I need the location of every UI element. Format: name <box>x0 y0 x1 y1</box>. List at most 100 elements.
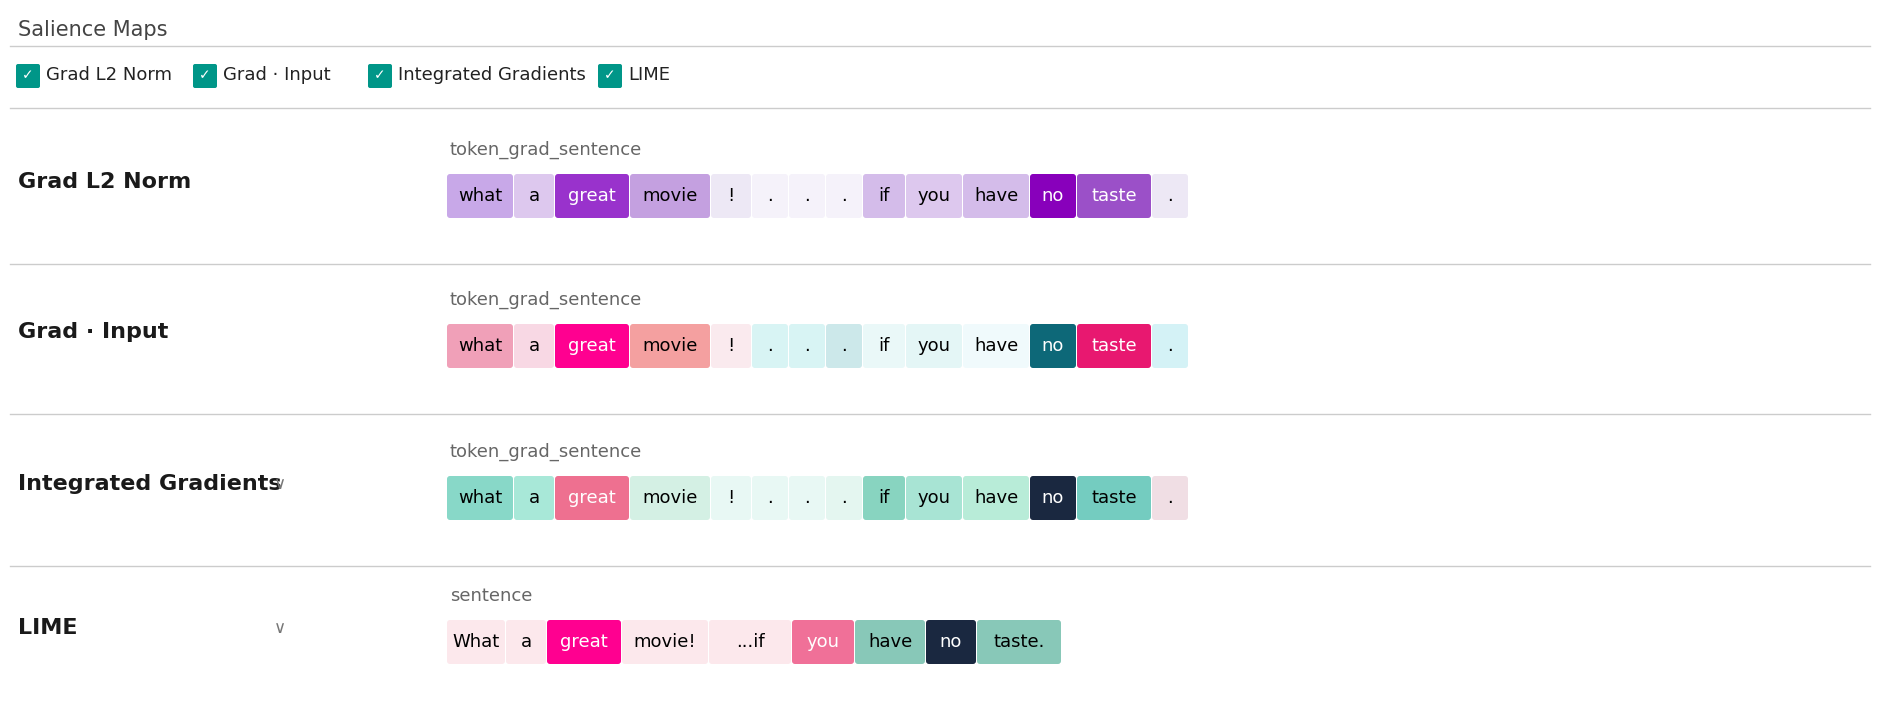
Text: taste: taste <box>1090 337 1137 355</box>
FancyBboxPatch shape <box>1152 174 1188 218</box>
Text: what: what <box>459 337 502 355</box>
Text: ∨: ∨ <box>274 475 286 493</box>
Text: .: . <box>805 337 810 355</box>
Text: taste: taste <box>1090 489 1137 507</box>
FancyBboxPatch shape <box>17 64 39 88</box>
FancyBboxPatch shape <box>906 324 963 368</box>
Text: you: you <box>807 633 840 651</box>
FancyBboxPatch shape <box>709 620 791 664</box>
FancyBboxPatch shape <box>863 476 904 520</box>
Text: Grad L2 Norm: Grad L2 Norm <box>45 66 171 84</box>
FancyBboxPatch shape <box>752 476 788 520</box>
Text: !: ! <box>728 489 735 507</box>
Text: no: no <box>1042 337 1064 355</box>
Text: .: . <box>805 489 810 507</box>
Text: ✓: ✓ <box>23 68 34 82</box>
FancyBboxPatch shape <box>927 620 976 664</box>
FancyBboxPatch shape <box>368 64 393 88</box>
Text: you: you <box>917 489 951 507</box>
Text: .: . <box>767 187 773 205</box>
FancyBboxPatch shape <box>752 324 788 368</box>
Text: no: no <box>940 633 963 651</box>
FancyBboxPatch shape <box>506 620 545 664</box>
Text: great: great <box>568 337 617 355</box>
Text: great: great <box>560 633 607 651</box>
FancyBboxPatch shape <box>555 476 630 520</box>
FancyBboxPatch shape <box>1030 476 1075 520</box>
Text: a: a <box>528 337 540 355</box>
FancyBboxPatch shape <box>790 174 825 218</box>
FancyBboxPatch shape <box>447 174 513 218</box>
Text: a: a <box>528 187 540 205</box>
Text: LIME: LIME <box>628 66 669 84</box>
Text: if: if <box>878 489 889 507</box>
Text: .: . <box>767 337 773 355</box>
FancyBboxPatch shape <box>825 476 863 520</box>
FancyBboxPatch shape <box>630 476 711 520</box>
Text: ✓: ✓ <box>374 68 385 82</box>
FancyBboxPatch shape <box>752 174 788 218</box>
Text: you: you <box>917 337 951 355</box>
FancyBboxPatch shape <box>513 324 555 368</box>
FancyBboxPatch shape <box>555 174 630 218</box>
Text: .: . <box>1167 337 1173 355</box>
Text: what: what <box>459 489 502 507</box>
Text: sentence: sentence <box>449 587 532 605</box>
FancyBboxPatch shape <box>790 324 825 368</box>
Text: .: . <box>805 187 810 205</box>
FancyBboxPatch shape <box>1077 174 1151 218</box>
FancyBboxPatch shape <box>630 174 711 218</box>
Text: what: what <box>459 187 502 205</box>
FancyBboxPatch shape <box>711 476 750 520</box>
FancyBboxPatch shape <box>1152 476 1188 520</box>
Text: taste.: taste. <box>993 633 1045 651</box>
FancyBboxPatch shape <box>906 174 963 218</box>
FancyBboxPatch shape <box>447 324 513 368</box>
FancyBboxPatch shape <box>963 476 1028 520</box>
Text: taste: taste <box>1090 187 1137 205</box>
Text: token_grad_sentence: token_grad_sentence <box>449 141 643 159</box>
Text: great: great <box>568 187 617 205</box>
FancyBboxPatch shape <box>1077 324 1151 368</box>
FancyBboxPatch shape <box>622 620 709 664</box>
Text: a: a <box>528 489 540 507</box>
FancyBboxPatch shape <box>978 620 1060 664</box>
FancyBboxPatch shape <box>513 476 555 520</box>
Text: LIME: LIME <box>19 618 77 638</box>
FancyBboxPatch shape <box>1030 324 1075 368</box>
FancyBboxPatch shape <box>1152 324 1188 368</box>
Text: .: . <box>840 337 846 355</box>
FancyBboxPatch shape <box>825 324 863 368</box>
FancyBboxPatch shape <box>790 476 825 520</box>
FancyBboxPatch shape <box>598 64 622 88</box>
Text: Integrated Gradients: Integrated Gradients <box>399 66 587 84</box>
Text: movie: movie <box>643 187 697 205</box>
Text: if: if <box>878 187 889 205</box>
FancyBboxPatch shape <box>825 174 863 218</box>
FancyBboxPatch shape <box>863 174 904 218</box>
Text: movie!: movie! <box>634 633 696 651</box>
FancyBboxPatch shape <box>963 324 1028 368</box>
FancyBboxPatch shape <box>906 476 963 520</box>
Text: token_grad_sentence: token_grad_sentence <box>449 291 643 309</box>
FancyBboxPatch shape <box>547 620 620 664</box>
FancyBboxPatch shape <box>711 174 750 218</box>
Text: What: What <box>453 633 500 651</box>
FancyBboxPatch shape <box>447 476 513 520</box>
Text: ...if: ...if <box>735 633 765 651</box>
FancyBboxPatch shape <box>1077 476 1151 520</box>
FancyBboxPatch shape <box>791 620 854 664</box>
FancyBboxPatch shape <box>963 174 1028 218</box>
FancyBboxPatch shape <box>711 324 750 368</box>
Text: great: great <box>568 489 617 507</box>
Text: have: have <box>974 489 1019 507</box>
Text: .: . <box>1167 489 1173 507</box>
FancyBboxPatch shape <box>513 174 555 218</box>
Text: movie: movie <box>643 337 697 355</box>
FancyBboxPatch shape <box>863 324 904 368</box>
Text: ✓: ✓ <box>603 68 617 82</box>
Text: Grad · Input: Grad · Input <box>19 322 169 342</box>
Text: Grad L2 Norm: Grad L2 Norm <box>19 172 192 192</box>
FancyBboxPatch shape <box>555 324 630 368</box>
Text: !: ! <box>728 337 735 355</box>
